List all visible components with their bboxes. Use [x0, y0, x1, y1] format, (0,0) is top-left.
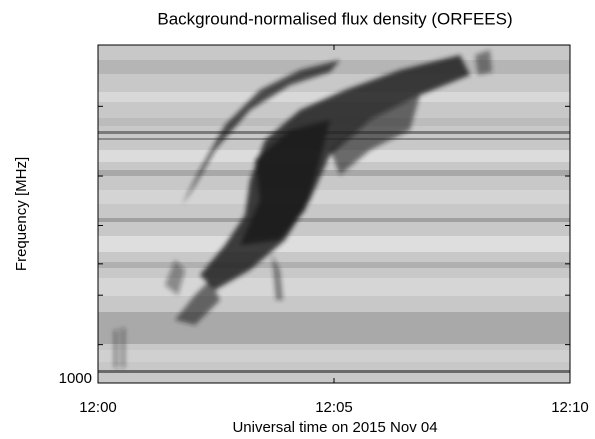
x-tick-label: 12:00 [79, 399, 117, 416]
y-tick-label: 1000 [59, 370, 92, 387]
chart-title: Background-normalised flux density (ORFE… [157, 9, 512, 28]
x-tick-label: 12:05 [315, 399, 353, 416]
y-axis-label: Frequency [MHz] [13, 157, 30, 271]
x-tick-label: 12:10 [551, 399, 589, 416]
spectrogram [98, 45, 570, 383]
x-axis-label: Universal time on 2015 Nov 04 [232, 419, 437, 436]
